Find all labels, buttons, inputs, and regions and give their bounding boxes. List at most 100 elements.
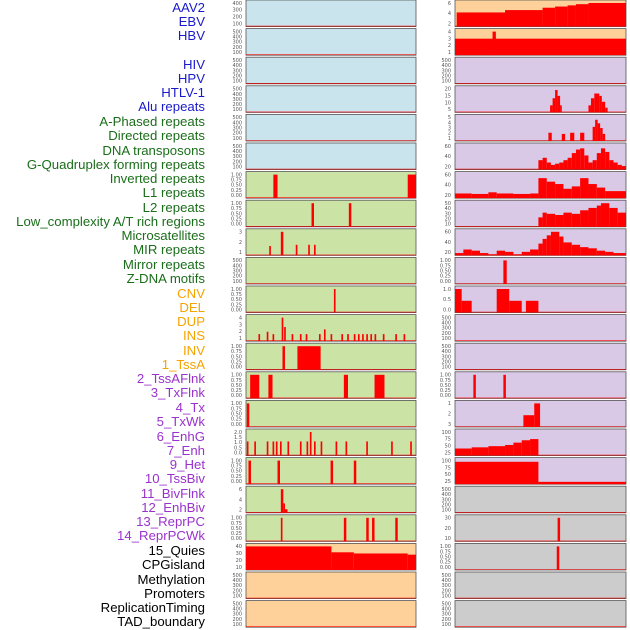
bar: [305, 334, 308, 342]
bar: [455, 193, 472, 199]
bar: [343, 517, 347, 542]
bar: [299, 441, 302, 456]
bar: [395, 334, 397, 342]
bar: [283, 503, 285, 513]
axis-tick-label: 10: [236, 565, 242, 571]
axis-tick-label: 500: [441, 573, 451, 579]
bar: [306, 441, 309, 456]
bar: [555, 6, 568, 27]
bar: [594, 93, 600, 113]
bar: [557, 517, 561, 542]
bar: [513, 442, 522, 456]
axis-tick-label: 200: [232, 588, 242, 594]
track-label: 15_Quies: [148, 542, 205, 558]
bar: [277, 460, 280, 485]
bar: [268, 374, 273, 399]
axis-tick-label: 50: [445, 201, 451, 207]
track-label: HIV: [183, 56, 205, 72]
bar: [246, 441, 249, 456]
axis-tick-label: 200: [232, 73, 242, 79]
bar: [353, 334, 356, 342]
bar: [333, 289, 336, 313]
axis-tick-label: 3: [448, 126, 451, 132]
axis-tick-label: 4: [448, 120, 451, 126]
track-label: CPGisland: [141, 556, 205, 572]
bar: [455, 289, 462, 313]
axis-tick-label: 1.0: [234, 440, 242, 446]
axis-tick-label: 0.50: [231, 412, 242, 418]
track-label: Low_complexity A/T rich regions: [16, 213, 205, 229]
axis-tick-label: 0.25: [231, 388, 242, 394]
bar: [410, 441, 412, 456]
track-label: 13_ReprPC: [136, 514, 205, 530]
axis-tick-label: 1.00: [231, 344, 242, 350]
track-label: ReplicationTiming: [100, 600, 205, 616]
bar: [455, 448, 472, 456]
axis-tick-label: 4: [448, 11, 451, 17]
axis-tick-label: 100: [441, 79, 451, 85]
axis-tick-label: 300: [441, 612, 451, 618]
track-label: 4_Tx: [175, 399, 205, 415]
axis-tick-label: 200: [232, 15, 242, 21]
axis-tick-label: 0.25: [231, 216, 242, 222]
bar: [590, 98, 595, 113]
axis-tick-label: 20: [445, 216, 451, 222]
panel-left: [245, 171, 417, 199]
bar: [362, 334, 364, 342]
bar: [530, 439, 539, 456]
bar: [609, 207, 618, 227]
axis-tick-label: 50: [445, 444, 451, 450]
axis-tick-label: 100: [441, 593, 451, 599]
axis-tick-label: 1: [239, 250, 242, 256]
bar: [331, 552, 354, 570]
bar: [463, 249, 472, 256]
axis-tick-label: 500: [232, 58, 242, 64]
bar: [601, 101, 606, 113]
track-label: Alu repeats: [138, 99, 205, 115]
axis-tick-label: 400: [232, 263, 242, 269]
axis-tick-label: 20: [445, 250, 451, 256]
axis-tick-label: 500: [441, 344, 451, 350]
axis-tick-label: 0.00: [231, 479, 242, 485]
track-label: MIR repeats: [133, 242, 205, 258]
axis-tick-label: 0.25: [231, 474, 242, 480]
bar: [280, 517, 283, 542]
bar: [246, 403, 250, 427]
bar: [323, 329, 326, 342]
axis-tick-label: 400: [232, 92, 242, 98]
panel-right: [454, 285, 627, 314]
axis-tick-label: 200: [232, 131, 242, 137]
bar: [555, 215, 564, 227]
bar: [600, 128, 603, 141]
bar: [284, 327, 286, 342]
track-label: HTLV-1: [161, 85, 205, 101]
bar: [513, 193, 531, 199]
bar: [269, 245, 271, 256]
bar: [595, 119, 598, 141]
bar: [538, 243, 543, 256]
panel-left: [245, 485, 417, 514]
axis-tick-label: 100: [232, 622, 242, 628]
track-label: 3_TxFlnk: [150, 385, 205, 401]
bar: [488, 192, 497, 199]
axis-tick-label: 1.5: [234, 435, 242, 441]
axis-tick-label: 0.00: [231, 193, 242, 199]
axis-tick-label: 2: [239, 329, 242, 335]
bar: [596, 205, 601, 227]
axis-tick-label: 40: [445, 154, 451, 160]
axis-tick-label: 0.50: [440, 269, 451, 275]
bar: [272, 441, 275, 456]
track-label: Methylation: [137, 571, 205, 587]
bar: [347, 334, 349, 342]
bar: [584, 155, 589, 170]
bar: [505, 251, 514, 256]
axis-tick-label: 400: [441, 63, 451, 69]
track-label: 5_TxWk: [156, 413, 205, 429]
axis-tick-label: 3: [448, 422, 451, 428]
axis-tick-label: 6: [448, 1, 451, 7]
bar: [552, 98, 556, 113]
panel-left: [245, 85, 417, 113]
bar: [563, 188, 572, 199]
bar: [461, 300, 472, 313]
bar: [559, 162, 564, 170]
